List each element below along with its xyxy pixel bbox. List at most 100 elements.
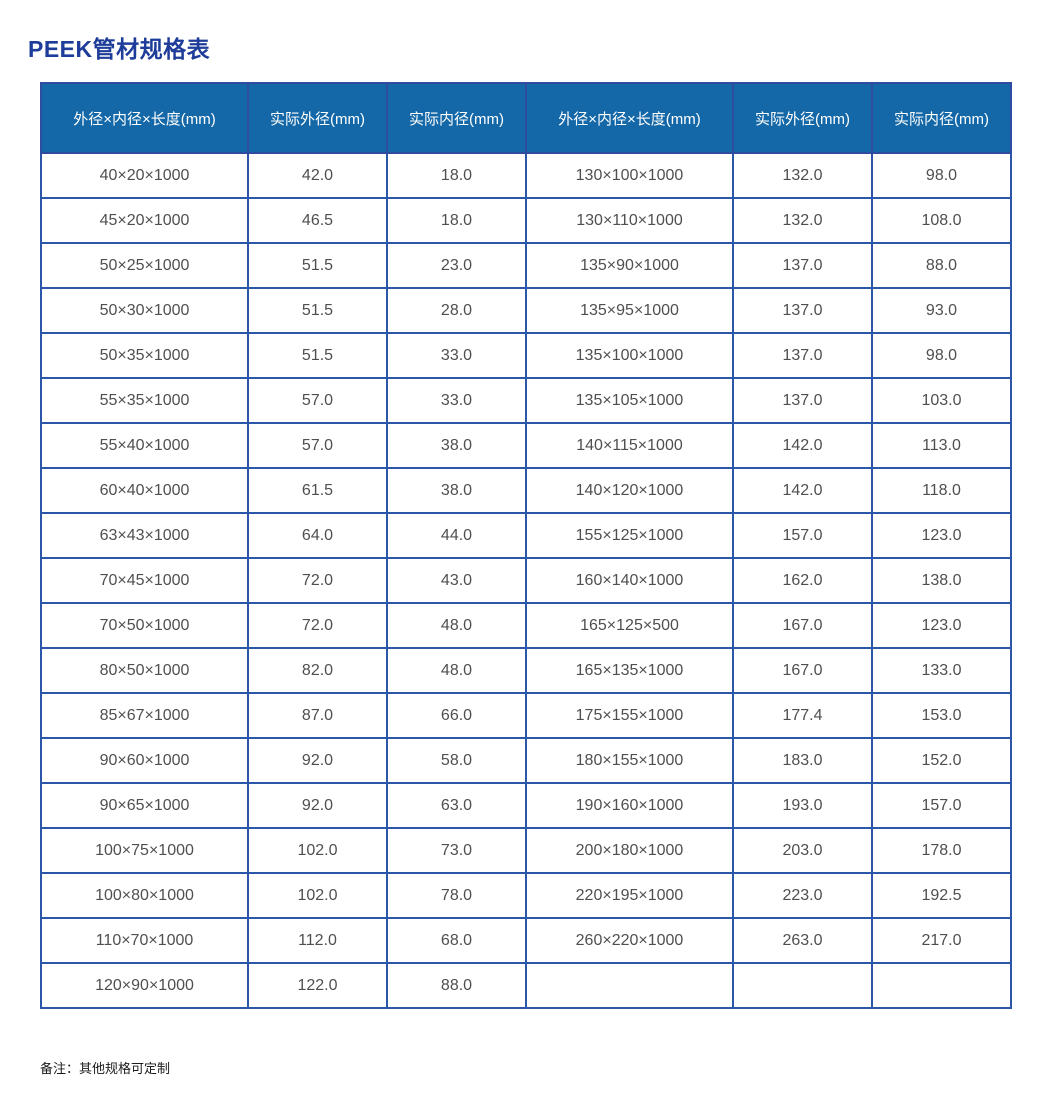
spec-size-cell: 50×30×1000	[40, 287, 249, 334]
table-row: 110×70×1000 112.0 68.0 260×220×1000 263.0 217…	[40, 917, 1012, 964]
actual-od-cell: 51.5	[247, 242, 388, 289]
spec-size-cell: 200×180×1000	[525, 827, 734, 874]
actual-od-cell: 72.0	[247, 602, 388, 649]
spec-size-cell: 165×135×1000	[525, 647, 734, 694]
actual-id-cell: 103.0	[871, 377, 1012, 424]
spec-size-cell: 135×95×1000	[525, 287, 734, 334]
spec-size-cell: 120×90×1000	[40, 962, 249, 1009]
table-row: 55×35×1000 57.0 33.0 135×105×1000 137.0 103.0	[40, 377, 1012, 424]
actual-od-cell: 263.0	[732, 917, 873, 964]
spec-size-cell: 160×140×1000	[525, 557, 734, 604]
actual-id-cell: 44.0	[386, 512, 527, 559]
spec-size-cell: 155×125×1000	[525, 512, 734, 559]
spec-size-cell: 80×50×1000	[40, 647, 249, 694]
actual-id-cell: 73.0	[386, 827, 527, 874]
spec-size-cell: 55×40×1000	[40, 422, 249, 469]
spec-size-cell: 60×40×1000	[40, 467, 249, 514]
actual-od-cell: 92.0	[247, 737, 388, 784]
actual-id-cell: 217.0	[871, 917, 1012, 964]
actual-od-cell: 193.0	[732, 782, 873, 829]
spec-size-cell: 175×155×1000	[525, 692, 734, 739]
actual-id-cell: 98.0	[871, 332, 1012, 379]
spec-size-cell: 40×20×1000	[40, 152, 249, 199]
actual-id-cell: 192.5	[871, 872, 1012, 919]
actual-od-cell: 57.0	[247, 422, 388, 469]
actual-id-cell: 33.0	[386, 332, 527, 379]
page-title: PEEK管材规格表	[28, 36, 211, 62]
actual-od-cell: 61.5	[247, 467, 388, 514]
actual-id-cell: 68.0	[386, 917, 527, 964]
table-row: 90×65×1000 92.0 63.0 190×160×1000 193.0 157.0	[40, 782, 1012, 829]
actual-od-cell: 142.0	[732, 467, 873, 514]
actual-id-cell: 18.0	[386, 197, 527, 244]
spec-size-cell: 260×220×1000	[525, 917, 734, 964]
actual-od-cell: 162.0	[732, 557, 873, 604]
actual-id-cell: 152.0	[871, 737, 1012, 784]
spec-size-cell: 90×60×1000	[40, 737, 249, 784]
spec-size-cell: 50×25×1000	[40, 242, 249, 289]
spec-size-cell: 140×115×1000	[525, 422, 734, 469]
actual-od-cell: 87.0	[247, 692, 388, 739]
table-row: 60×40×1000 61.5 38.0 140×120×1000 142.0 118.0	[40, 467, 1012, 514]
spec-size-cell: 90×65×1000	[40, 782, 249, 829]
spec-size-cell: 130×110×1000	[525, 197, 734, 244]
actual-od-cell: 137.0	[732, 377, 873, 424]
actual-id-cell: 33.0	[386, 377, 527, 424]
table-row: 50×35×1000 51.5 33.0 135×100×1000 137.0 98.0	[40, 332, 1012, 379]
actual-od-cell: 157.0	[732, 512, 873, 559]
actual-od-cell: 82.0	[247, 647, 388, 694]
spec-size-cell: 100×80×1000	[40, 872, 249, 919]
actual-id-cell: 138.0	[871, 557, 1012, 604]
column-header-0: 外径×内径×长度(mm)	[40, 82, 249, 154]
note-text: 备注：其他规格可定制	[40, 1061, 171, 1076]
table-row: 45×20×1000 46.5 18.0 130×110×1000 132.0 108.0	[40, 197, 1012, 244]
header-row: 外径×内径×长度(mm) 实际外径(mm) 实际内径(mm) 外径×内径×长度(mm)…	[40, 82, 1012, 154]
actual-id-cell: 88.0	[386, 962, 527, 1009]
column-header-2: 实际内径(mm)	[386, 82, 527, 154]
actual-id-cell: 93.0	[871, 287, 1012, 334]
column-header-1: 实际外径(mm)	[247, 82, 388, 154]
actual-id-cell: 18.0	[386, 152, 527, 199]
actual-od-cell: 167.0	[732, 602, 873, 649]
table-row: 70×50×1000 72.0 48.0 165×125×500 167.0 123.0	[40, 602, 1012, 649]
spec-size-cell: 165×125×500	[525, 602, 734, 649]
table-row: 63×43×1000 64.0 44.0 155×125×1000 157.0 123.0	[40, 512, 1012, 559]
actual-id-cell: 118.0	[871, 467, 1012, 514]
actual-od-cell: 142.0	[732, 422, 873, 469]
spec-size-cell: 85×67×1000	[40, 692, 249, 739]
actual-id-cell: 28.0	[386, 287, 527, 334]
actual-id-cell: 43.0	[386, 557, 527, 604]
actual-od-cell: 92.0	[247, 782, 388, 829]
actual-id-cell: 133.0	[871, 647, 1012, 694]
table-row: 50×25×1000 51.5 23.0 135×90×1000 137.0 88.0	[40, 242, 1012, 289]
spec-size-cell: 70×50×1000	[40, 602, 249, 649]
actual-id-cell: 108.0	[871, 197, 1012, 244]
actual-id-cell: 98.0	[871, 152, 1012, 199]
column-header-3: 外径×内径×长度(mm)	[525, 82, 734, 154]
table-row: 55×40×1000 57.0 38.0 140×115×1000 142.0 113.0	[40, 422, 1012, 469]
actual-id-cell	[871, 962, 1012, 1009]
actual-od-cell: 183.0	[732, 737, 873, 784]
actual-od-cell: 122.0	[247, 962, 388, 1009]
actual-od-cell: 42.0	[247, 152, 388, 199]
spec-size-cell: 45×20×1000	[40, 197, 249, 244]
spec-size-cell: 180×155×1000	[525, 737, 734, 784]
actual-od-cell: 177.4	[732, 692, 873, 739]
spec-size-cell: 135×105×1000	[525, 377, 734, 424]
spec-size-cell: 220×195×1000	[525, 872, 734, 919]
actual-od-cell: 46.5	[247, 197, 388, 244]
table-row: 40×20×1000 42.0 18.0 130×100×1000 132.0 98.0	[40, 152, 1012, 199]
spec-size-cell: 100×75×1000	[40, 827, 249, 874]
table-row: 50×30×1000 51.5 28.0 135×95×1000 137.0 93.0	[40, 287, 1012, 334]
spec-size-cell: 140×120×1000	[525, 467, 734, 514]
actual-id-cell: 88.0	[871, 242, 1012, 289]
actual-id-cell: 78.0	[386, 872, 527, 919]
actual-od-cell: 167.0	[732, 647, 873, 694]
spec-size-cell: 55×35×1000	[40, 377, 249, 424]
spec-size-cell: 110×70×1000	[40, 917, 249, 964]
spec-size-cell: 63×43×1000	[40, 512, 249, 559]
actual-id-cell: 48.0	[386, 602, 527, 649]
spec-size-cell: 130×100×1000	[525, 152, 734, 199]
actual-od-cell: 137.0	[732, 332, 873, 379]
